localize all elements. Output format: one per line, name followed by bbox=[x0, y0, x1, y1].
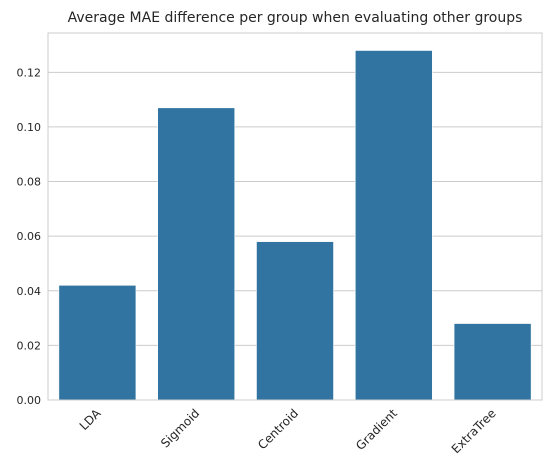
x-tick-label: ExtraTree bbox=[449, 406, 499, 456]
y-tick-label: 0.08 bbox=[17, 176, 42, 189]
x-tick-label: Sigmoid bbox=[158, 406, 202, 450]
bar-lda bbox=[58, 285, 137, 401]
x-tick-label: LDA bbox=[77, 406, 104, 433]
y-tick-label: 0.02 bbox=[17, 339, 42, 352]
y-tick-label: 0.12 bbox=[17, 66, 42, 79]
y-tick-label: 0.06 bbox=[17, 230, 42, 243]
bar-centroid bbox=[256, 241, 334, 401]
plot-frame bbox=[47, 32, 543, 401]
y-tick-label: 0.10 bbox=[17, 121, 42, 134]
y-tick-label: 0.04 bbox=[17, 285, 42, 298]
bar-extratree bbox=[453, 323, 532, 401]
y-tick-label: 0.00 bbox=[17, 394, 42, 407]
x-axis-ticks: LDA Sigmoid Centroid Gradient ExtraTree bbox=[77, 406, 499, 457]
x-tick-label: Centroid bbox=[255, 406, 301, 452]
bar-sigmoid bbox=[157, 107, 236, 401]
chart-title: Average MAE difference per group when ev… bbox=[68, 10, 523, 26]
y-axis-ticks: 0.00 0.02 0.04 0.06 0.08 0.10 0.12 bbox=[17, 66, 42, 407]
x-tick-label: Gradient bbox=[353, 406, 400, 453]
bars bbox=[58, 50, 532, 401]
bar-gradient bbox=[354, 50, 433, 401]
